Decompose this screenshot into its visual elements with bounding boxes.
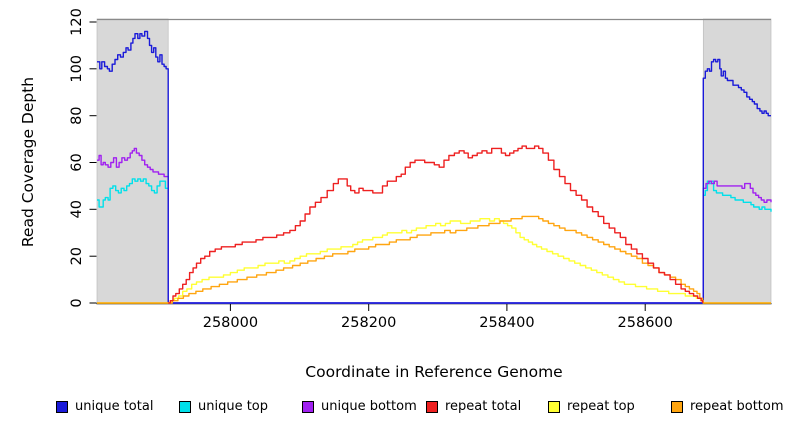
legend-label: unique top — [198, 399, 269, 414]
series-line-repeat-top — [97, 218, 771, 304]
series-line-repeat-bottom — [97, 215, 771, 304]
y-axis-title: Read Coverage Depth — [19, 76, 37, 248]
legend-item-repeat-bottom: repeat bottom — [671, 399, 784, 415]
series-line-unique-bottom — [97, 147, 772, 304]
legend-swatch-unique-total — [56, 401, 68, 413]
x-axis-title: Coordinate in Reference Genome — [305, 363, 563, 381]
y-tick-label: 0 — [69, 298, 85, 307]
y-tick-label: 80 — [69, 106, 85, 124]
legend-label: unique bottom — [321, 399, 417, 414]
legend-label: unique total — [75, 399, 154, 414]
x-tick-label: 258600 — [618, 315, 673, 331]
legend-label: repeat top — [567, 399, 635, 414]
y-tick-label: 100 — [69, 55, 85, 83]
x-tick-label: 258200 — [341, 315, 396, 331]
y-tick-label: 40 — [69, 200, 85, 218]
legend-label: repeat bottom — [690, 399, 784, 414]
legend-item-unique-top: unique top — [179, 399, 268, 415]
series-line-unique-total — [97, 30, 771, 304]
legend-item-unique-total: unique total — [56, 399, 153, 415]
legend-label: repeat total — [445, 399, 522, 414]
x-tick-label: 258000 — [203, 315, 258, 331]
legend-swatch-repeat-top — [548, 401, 560, 413]
y-tick-label: 120 — [69, 8, 85, 36]
legend-swatch-unique-top — [179, 401, 191, 413]
legend-item-repeat-top: repeat top — [548, 399, 635, 415]
shaded-region — [702, 18, 772, 304]
legend-item-repeat-total: repeat total — [426, 399, 521, 415]
shaded-region — [96, 18, 169, 304]
legend-swatch-repeat-total — [426, 401, 438, 413]
legend-swatch-repeat-bottom — [671, 401, 683, 413]
legend-swatch-unique-bottom — [302, 401, 314, 413]
legend-item-unique-bottom: unique bottom — [302, 399, 417, 415]
legend: unique total unique top unique bottom re… — [0, 399, 792, 419]
x-tick-label: 258400 — [479, 315, 534, 331]
series-line-repeat-total — [168, 145, 704, 304]
y-tick-label: 60 — [69, 153, 85, 171]
y-tick-label: 20 — [69, 247, 85, 265]
series-line-unique-top — [97, 178, 772, 304]
